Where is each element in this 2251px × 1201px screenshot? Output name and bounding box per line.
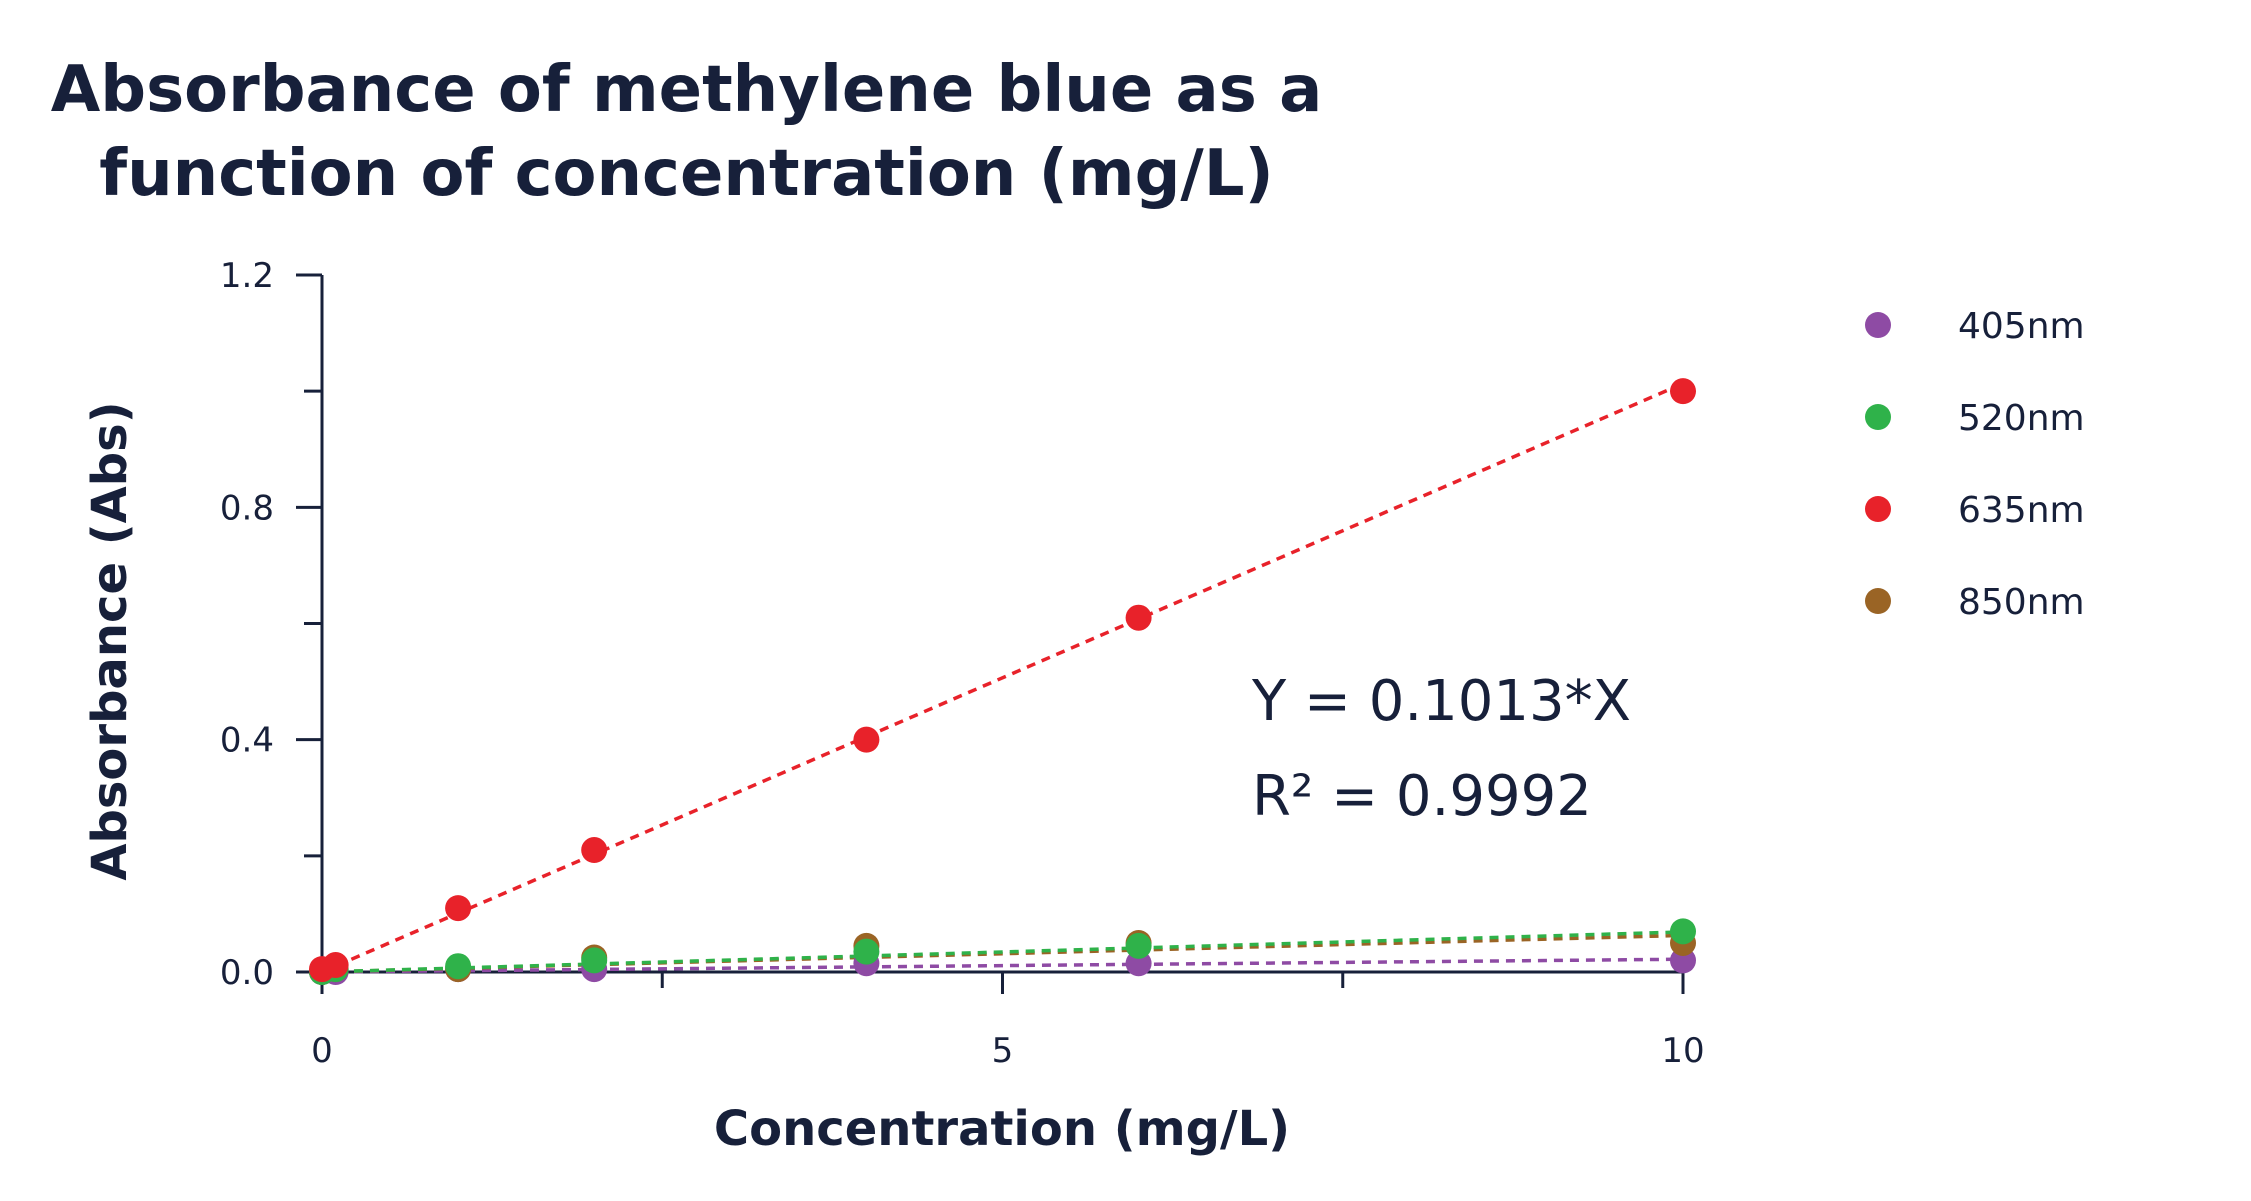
chart-title-line-2: function of concentration (mg/L) [99, 137, 1274, 211]
point-635nm [581, 837, 608, 864]
point-635nm [445, 895, 472, 922]
axes: 0 5 10 0.0 0.4 0.8 1.2 [220, 256, 1705, 1071]
point-520nm [445, 953, 472, 980]
legend-marker-850nm [1865, 588, 1891, 614]
fit-equation: Y = 0.1013*X [1251, 669, 1631, 734]
chart-title: Absorbance of methylene blue as a functi… [0, 48, 1373, 216]
chart-title-line-1: Absorbance of methylene blue as a [50, 53, 1323, 127]
legend-label-520nm: 520nm [1958, 398, 2085, 439]
y-tick-label: 0.8 [220, 488, 274, 528]
point-520nm [581, 947, 608, 974]
legend-marker-520nm [1865, 404, 1891, 430]
data-points [309, 378, 1696, 985]
legend-label-405nm: 405nm [1958, 306, 2085, 347]
fit-line-635nm [321, 382, 1684, 974]
fit-line-405nm [321, 957, 1684, 974]
x-tick-label: 5 [992, 1031, 1014, 1071]
legend-label-850nm: 850nm [1958, 582, 2085, 623]
fit-line-520nm [321, 930, 1684, 974]
point-520nm [1125, 932, 1152, 959]
legend-marker-635nm [1865, 496, 1891, 522]
point-635nm [1125, 604, 1152, 631]
x-tick-label: 10 [1661, 1031, 1704, 1071]
point-520nm [853, 938, 880, 965]
y-axis-title: Absorbance (Abs) [82, 401, 138, 880]
legend: 405nm 520nm 635nm 850nm [1865, 306, 2085, 623]
y-tick-label: 1.2 [220, 256, 274, 296]
point-635nm [853, 726, 880, 753]
y-tick-label: 0.4 [220, 721, 274, 761]
fit-r-squared: R² = 0.9992 [1252, 764, 1592, 829]
x-tick-label: 0 [311, 1031, 333, 1071]
point-635nm [322, 952, 349, 979]
x-axis-title: Concentration (mg/L) [714, 1101, 1290, 1157]
y-tick-label: 0.0 [220, 953, 274, 993]
fit-lines [321, 382, 1684, 974]
legend-label-635nm: 635nm [1958, 490, 2085, 531]
point-635nm [1670, 378, 1696, 405]
legend-marker-405nm [1865, 312, 1891, 338]
point-520nm [1670, 918, 1696, 945]
